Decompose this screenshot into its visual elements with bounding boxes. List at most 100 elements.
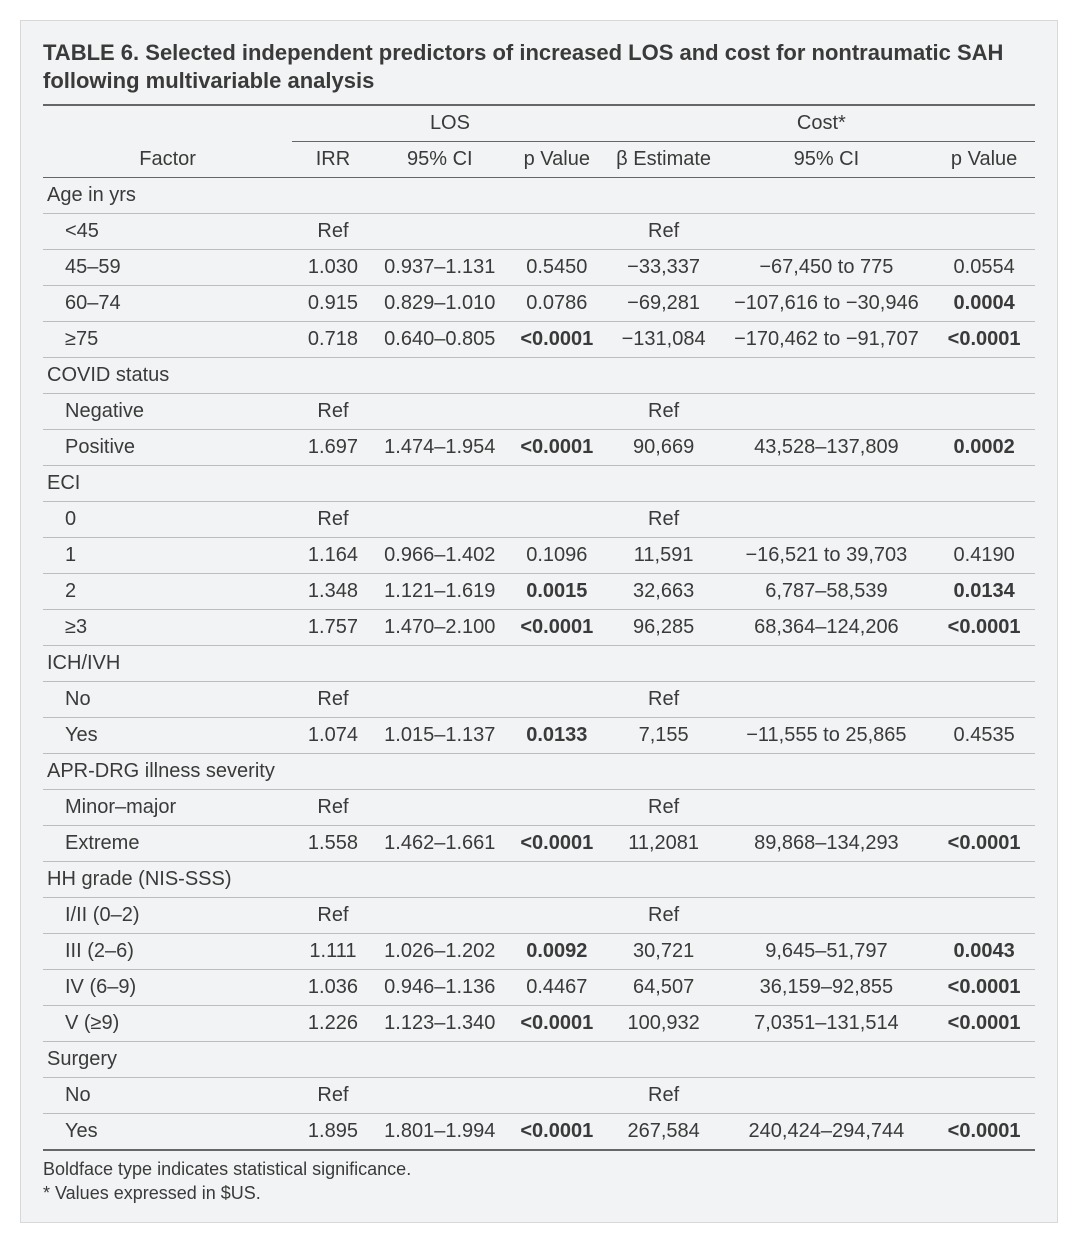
cell-p1 — [506, 502, 608, 538]
section-row: APR-DRG illness severity — [43, 754, 1035, 790]
table-row: Yes1.8951.801–1.994<0.0001267,584240,424… — [43, 1114, 1035, 1151]
cell-p2 — [933, 1078, 1035, 1114]
section-label: APR-DRG illness severity — [43, 754, 1035, 790]
cell-irr: 1.030 — [292, 250, 373, 286]
cell-beta: Ref — [608, 790, 720, 826]
cell-factor: 0 — [43, 502, 292, 538]
section-label: HH grade (NIS-SSS) — [43, 862, 1035, 898]
table-row: <45RefRef — [43, 214, 1035, 250]
cell-ci2: 36,159–92,855 — [720, 970, 934, 1006]
cell-p2: <0.0001 — [933, 826, 1035, 862]
cell-ci1: 0.937–1.131 — [374, 250, 506, 286]
cell-irr: 1.895 — [292, 1114, 373, 1151]
cell-p2 — [933, 214, 1035, 250]
table-row: 0RefRef — [43, 502, 1035, 538]
los-group-header: LOS — [292, 105, 607, 142]
cell-ci2: 9,645–51,797 — [720, 934, 934, 970]
cell-p2 — [933, 682, 1035, 718]
cell-factor: III (2–6) — [43, 934, 292, 970]
table-row: Minor–majorRefRef — [43, 790, 1035, 826]
cell-ci1: 1.026–1.202 — [374, 934, 506, 970]
cell-irr: 1.757 — [292, 610, 373, 646]
cost-group-header: Cost* — [608, 105, 1035, 142]
cell-factor: Minor–major — [43, 790, 292, 826]
section-row: HH grade (NIS-SSS) — [43, 862, 1035, 898]
section-row: ECI — [43, 466, 1035, 502]
cell-p2: 0.4190 — [933, 538, 1035, 574]
cell-factor: 45–59 — [43, 250, 292, 286]
footnote-b: * Values expressed in $US. — [43, 1181, 1035, 1205]
cell-p2: 0.0004 — [933, 286, 1035, 322]
cell-beta: 96,285 — [608, 610, 720, 646]
cell-p1: 0.5450 — [506, 250, 608, 286]
cell-ci1: 1.474–1.954 — [374, 430, 506, 466]
cell-p2: <0.0001 — [933, 970, 1035, 1006]
table-row: Extreme1.5581.462–1.661<0.000111,208189,… — [43, 826, 1035, 862]
table-row: Yes1.0741.015–1.1370.01337,155−11,555 to… — [43, 718, 1035, 754]
cell-factor: 60–74 — [43, 286, 292, 322]
section-row: Age in yrs — [43, 178, 1035, 214]
cell-ci1 — [374, 502, 506, 538]
cell-ci2 — [720, 790, 934, 826]
cell-ci2 — [720, 1078, 934, 1114]
footnotes: Boldface type indicates statistical sign… — [43, 1157, 1035, 1206]
cell-ci1: 1.123–1.340 — [374, 1006, 506, 1042]
cell-ci1 — [374, 682, 506, 718]
table-row: V (≥9)1.2261.123–1.340<0.0001100,9327,03… — [43, 1006, 1035, 1042]
cell-irr: 1.558 — [292, 826, 373, 862]
cell-irr: Ref — [292, 394, 373, 430]
cell-beta: 64,507 — [608, 970, 720, 1006]
cell-beta: 11,591 — [608, 538, 720, 574]
table-row: NegativeRefRef — [43, 394, 1035, 430]
cell-factor: IV (6–9) — [43, 970, 292, 1006]
cell-factor: Yes — [43, 1114, 292, 1151]
cell-factor: V (≥9) — [43, 1006, 292, 1042]
cell-p1: 0.4467 — [506, 970, 608, 1006]
header-row-2: Factor IRR 95% CI p Value β Estimate 95%… — [43, 142, 1035, 178]
cell-p1 — [506, 898, 608, 934]
cell-p1 — [506, 1078, 608, 1114]
cell-irr: 1.697 — [292, 430, 373, 466]
table-row: IV (6–9)1.0360.946–1.1360.446764,50736,1… — [43, 970, 1035, 1006]
cell-ci2: 89,868–134,293 — [720, 826, 934, 862]
cell-beta: 100,932 — [608, 1006, 720, 1042]
cell-p2: <0.0001 — [933, 610, 1035, 646]
cell-ci1: 1.470–2.100 — [374, 610, 506, 646]
col-ci1: 95% CI — [374, 142, 506, 178]
cell-irr: Ref — [292, 502, 373, 538]
cell-ci2: 240,424–294,744 — [720, 1114, 934, 1151]
cell-irr: 1.164 — [292, 538, 373, 574]
cell-ci2 — [720, 214, 934, 250]
cell-p2: 0.4535 — [933, 718, 1035, 754]
table-row: III (2–6)1.1111.026–1.2020.009230,7219,6… — [43, 934, 1035, 970]
col-ci2: 95% CI — [720, 142, 934, 178]
cell-ci2: 7,0351–131,514 — [720, 1006, 934, 1042]
cell-factor: Extreme — [43, 826, 292, 862]
cell-p1 — [506, 682, 608, 718]
cell-ci2 — [720, 898, 934, 934]
cell-beta: 11,2081 — [608, 826, 720, 862]
cell-irr: Ref — [292, 682, 373, 718]
cell-p1 — [506, 214, 608, 250]
cell-ci2: −11,555 to 25,865 — [720, 718, 934, 754]
cell-p2 — [933, 898, 1035, 934]
predictors-table: LOS Cost* Factor IRR 95% CI p Value β Es… — [43, 104, 1035, 1151]
table-row: 21.3481.121–1.6190.001532,6636,787–58,53… — [43, 574, 1035, 610]
cell-p1: 0.0015 — [506, 574, 608, 610]
cell-p1 — [506, 790, 608, 826]
cell-p2: 0.0002 — [933, 430, 1035, 466]
cell-irr: 0.718 — [292, 322, 373, 358]
cell-ci1: 0.640–0.805 — [374, 322, 506, 358]
section-row: Surgery — [43, 1042, 1035, 1078]
cell-p2: 0.0554 — [933, 250, 1035, 286]
cell-factor: 1 — [43, 538, 292, 574]
section-label: ICH/IVH — [43, 646, 1035, 682]
cell-beta: Ref — [608, 898, 720, 934]
table-row: I/II (0–2)RefRef — [43, 898, 1035, 934]
cell-irr: Ref — [292, 790, 373, 826]
cell-beta: 30,721 — [608, 934, 720, 970]
footnote-a: Boldface type indicates statistical sign… — [43, 1157, 1035, 1181]
cell-p1: <0.0001 — [506, 610, 608, 646]
cell-p1: <0.0001 — [506, 322, 608, 358]
cell-factor: No — [43, 682, 292, 718]
